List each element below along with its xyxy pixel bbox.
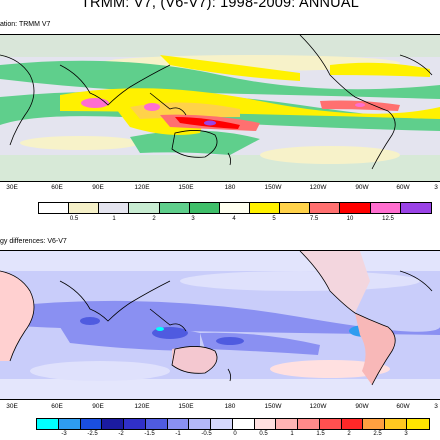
colorbar-box bbox=[280, 203, 311, 213]
colorbar-label: 5 bbox=[272, 216, 276, 222]
colorbar-box bbox=[370, 203, 401, 213]
colorbar-box bbox=[189, 203, 220, 213]
colorbar-label: 1 bbox=[112, 216, 116, 222]
colorbar-box bbox=[37, 419, 59, 429]
colorbar-label: -1 bbox=[175, 431, 181, 437]
colorbar-box bbox=[167, 419, 190, 429]
difference-map-graphic bbox=[0, 251, 440, 399]
difference-map bbox=[0, 250, 440, 400]
colorbar-label: 2.5 bbox=[373, 431, 382, 437]
colorbar-label: -3 bbox=[61, 431, 67, 437]
lon-tick: 150E bbox=[178, 403, 194, 410]
colorbar-box bbox=[340, 203, 371, 213]
colorbar-box bbox=[99, 203, 130, 213]
colorbar-box bbox=[298, 419, 320, 429]
lon-tick: 3 bbox=[434, 184, 438, 191]
colorbar-label: 0.5 bbox=[69, 216, 79, 222]
lon-tick: 120E bbox=[134, 184, 150, 191]
lon-tick: 180 bbox=[224, 403, 236, 410]
precipitation-colorbar bbox=[38, 202, 432, 214]
panel2-label: gy differences: V6-V7 bbox=[0, 238, 67, 245]
colorbar-box bbox=[363, 419, 386, 429]
lon-tick: 150W bbox=[264, 184, 282, 191]
colorbar-box bbox=[102, 419, 125, 429]
lon-tick: 90E bbox=[92, 184, 104, 191]
lon-tick: 150W bbox=[264, 403, 282, 410]
colorbar-label: 1.5 bbox=[316, 431, 325, 437]
colorbar-box bbox=[159, 203, 190, 213]
colorbar-box bbox=[341, 419, 364, 429]
lon-tick: 90W bbox=[355, 403, 369, 410]
difference-colorbar bbox=[36, 418, 430, 430]
colorbar-box bbox=[58, 419, 81, 429]
precipitation-map-graphic bbox=[0, 35, 440, 181]
lon-tick: 90E bbox=[92, 403, 104, 410]
colorbar-label: 1 bbox=[290, 431, 294, 437]
colorbar-label: 0.5 bbox=[259, 431, 268, 437]
colorbar-label: 2 bbox=[152, 216, 156, 222]
lon-tick: 3 bbox=[434, 403, 438, 410]
lon-tick: 150E bbox=[178, 184, 194, 191]
panel1-label: ation: TRMM V7 bbox=[0, 21, 51, 28]
colorbar-box bbox=[129, 203, 160, 213]
colorbar-box bbox=[319, 419, 342, 429]
colorbar-label: 12.5 bbox=[382, 216, 394, 222]
lon-tick: 30E bbox=[6, 184, 18, 191]
colorbar-box bbox=[211, 419, 233, 429]
colorbar-box bbox=[249, 203, 281, 213]
main-title: TRMM: V7, (V6-V7): 1998-2009: ANNUAL bbox=[81, 0, 359, 11]
colorbar-box bbox=[385, 419, 408, 429]
colorbar-label: -2 bbox=[118, 431, 124, 437]
colorbar-label: 3 bbox=[191, 216, 195, 222]
lon-tick: 60W bbox=[396, 184, 410, 191]
colorbar-box bbox=[400, 203, 431, 213]
colorbar-box bbox=[254, 419, 277, 429]
colorbar-box bbox=[310, 203, 341, 213]
lon-tick: 120E bbox=[134, 403, 150, 410]
colorbar-label: 7.5 bbox=[309, 216, 319, 222]
lon-tick: 60E bbox=[51, 184, 63, 191]
colorbar-box bbox=[219, 203, 250, 213]
colorbar-box bbox=[80, 419, 103, 429]
colorbar-label: -2.5 bbox=[87, 431, 98, 437]
colorbar-box bbox=[39, 203, 70, 213]
colorbar-box bbox=[232, 419, 255, 429]
colorbar-box bbox=[69, 203, 100, 213]
colorbar-label: -1.5 bbox=[144, 431, 155, 437]
lon-tick: 120W bbox=[309, 184, 327, 191]
lon-tick: 60E bbox=[51, 403, 63, 410]
colorbar-box bbox=[124, 419, 146, 429]
lon-tick: 60W bbox=[396, 403, 410, 410]
precipitation-map bbox=[0, 34, 440, 182]
lon-tick: 90W bbox=[355, 184, 369, 191]
colorbar-label: 4 bbox=[232, 216, 236, 222]
colorbar-box bbox=[145, 419, 168, 429]
colorbar-box bbox=[189, 419, 212, 429]
colorbar-label: 10 bbox=[346, 216, 354, 222]
lon-tick: 30E bbox=[6, 403, 18, 410]
colorbar-label: 0 bbox=[233, 431, 237, 437]
lon-tick: 180 bbox=[224, 184, 236, 191]
lon-tick: 120W bbox=[309, 403, 327, 410]
colorbar-label: -0.5 bbox=[201, 431, 212, 437]
colorbar-box bbox=[407, 419, 429, 429]
colorbar-label: 3 bbox=[404, 431, 408, 437]
colorbar-box bbox=[276, 419, 299, 429]
colorbar-label: 2 bbox=[347, 431, 351, 437]
